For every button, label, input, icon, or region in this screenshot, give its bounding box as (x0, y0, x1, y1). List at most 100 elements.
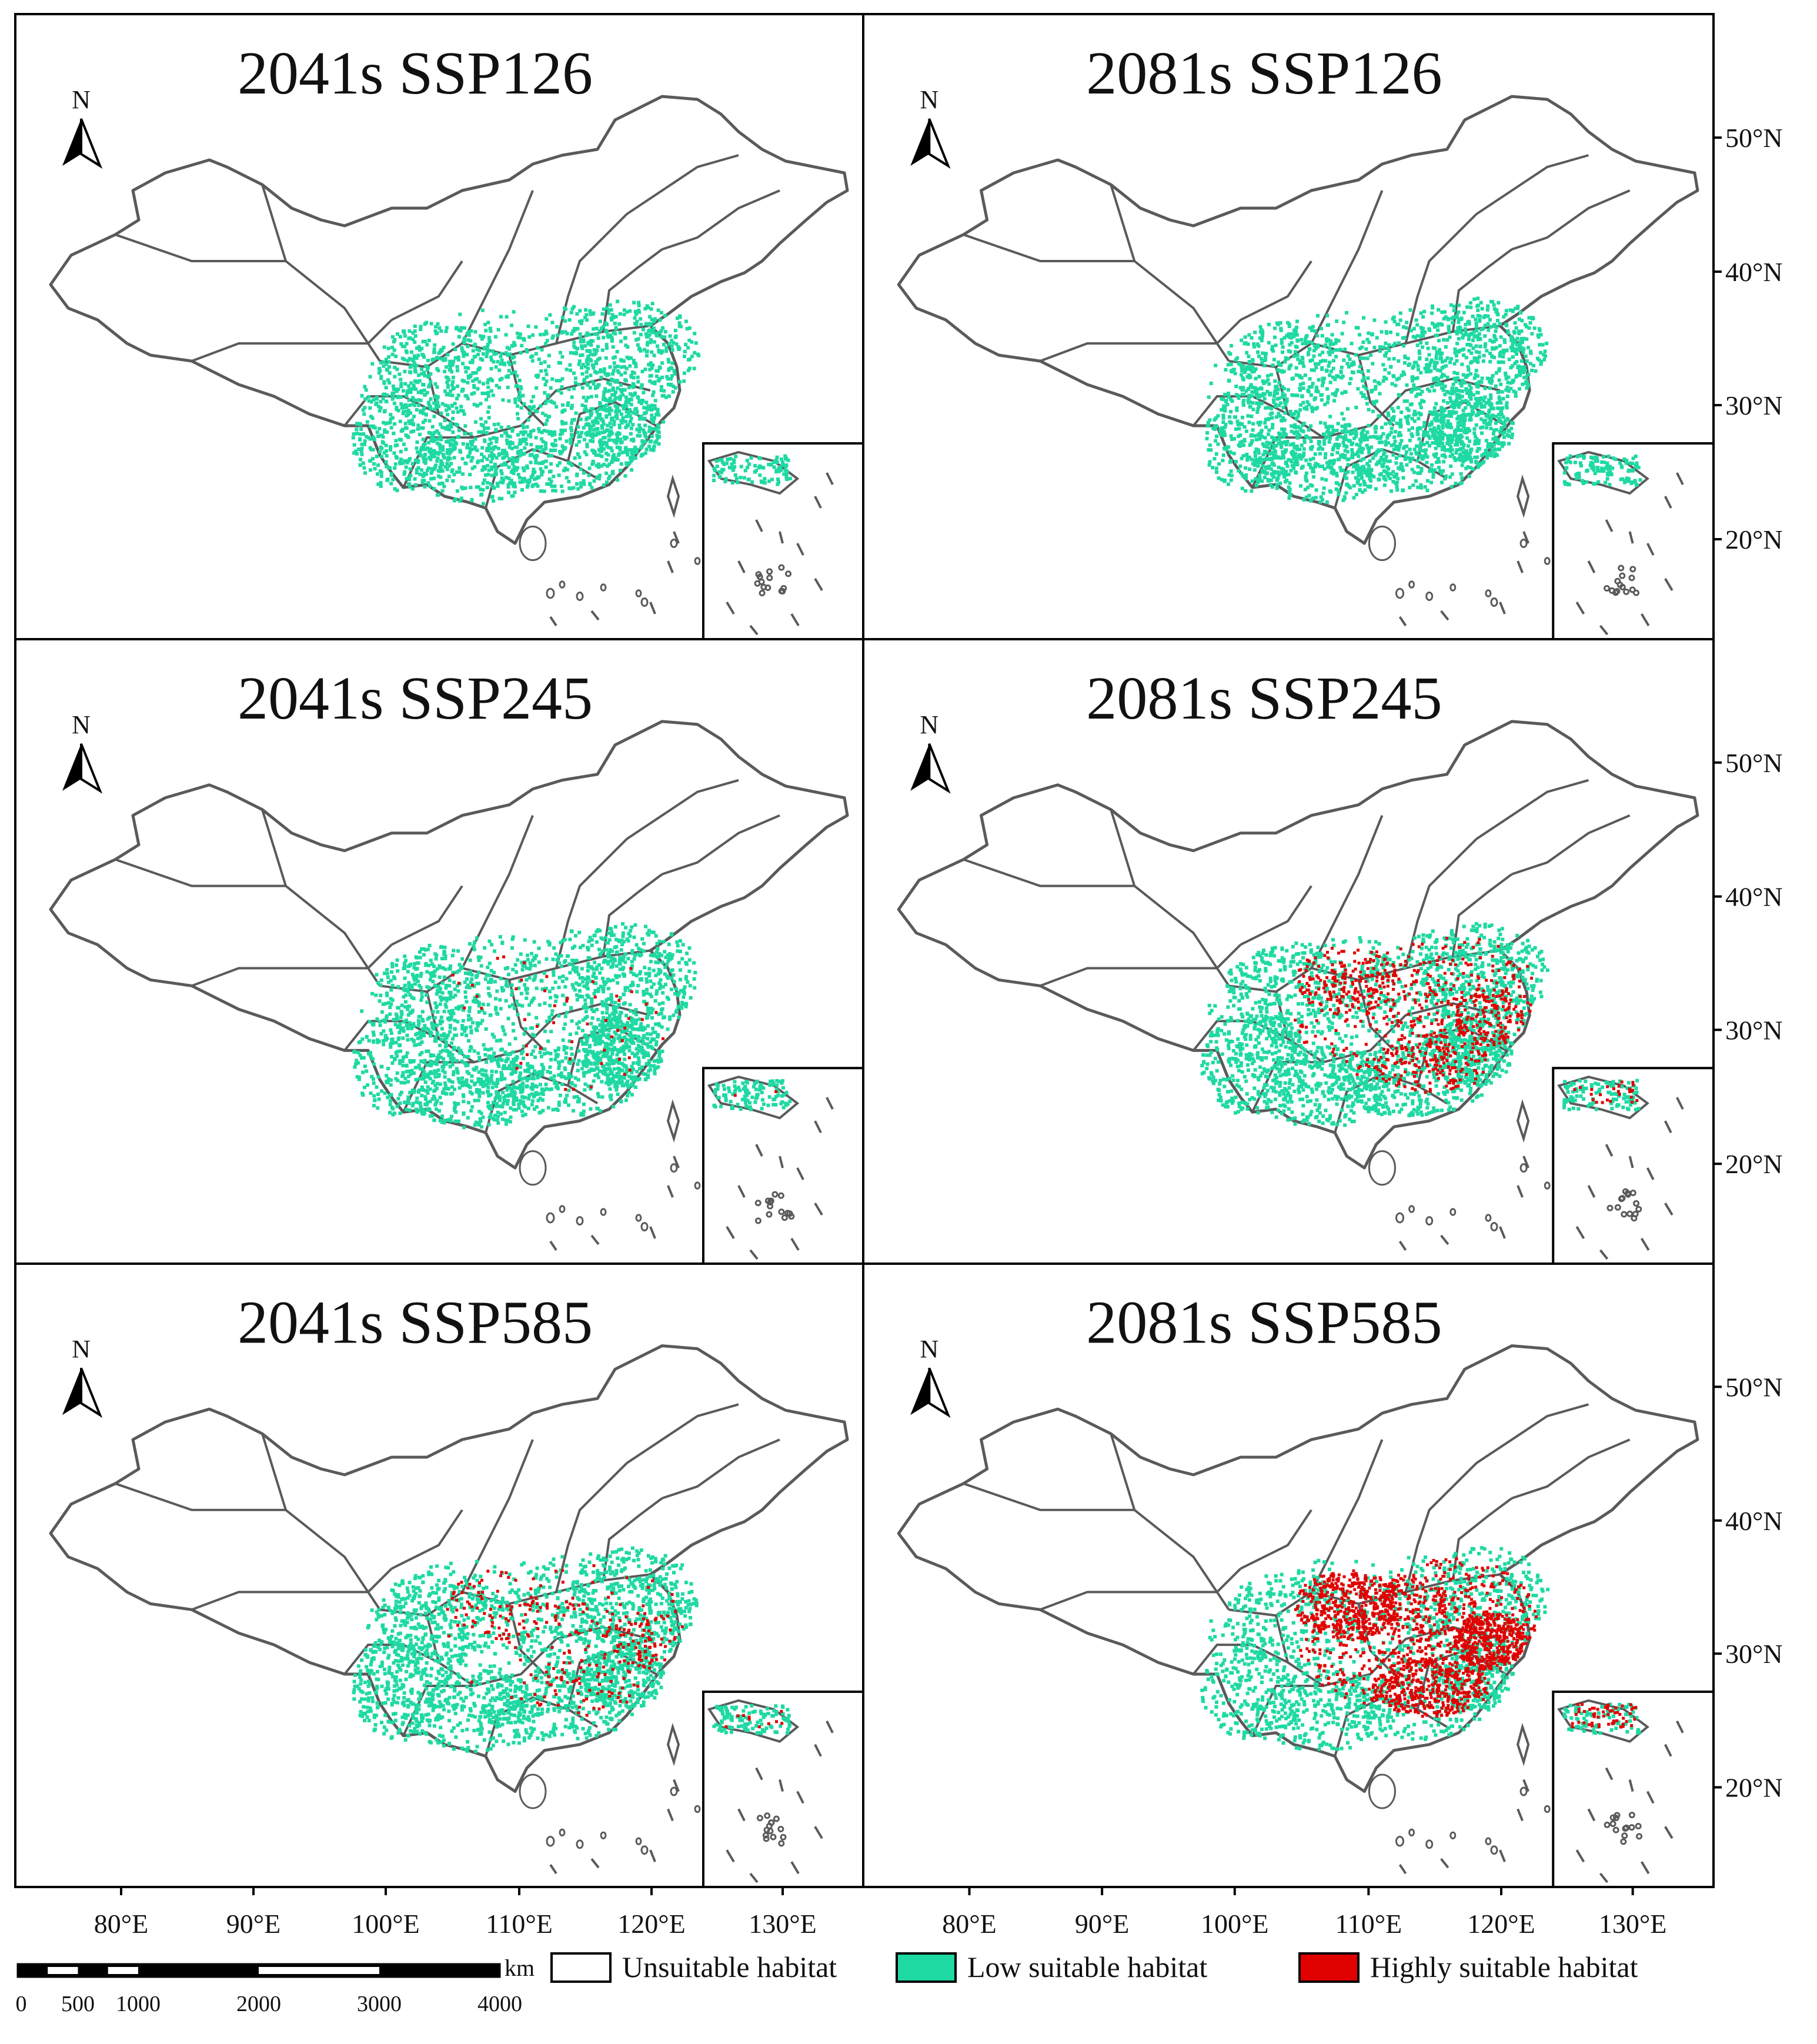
low-suitable-pixel (1277, 473, 1281, 477)
low-suitable-pixel (641, 442, 645, 446)
low-suitable-pixel (1423, 330, 1427, 334)
low-suitable-pixel (466, 380, 470, 385)
low-suitable-pixel (1250, 394, 1254, 398)
low-suitable-pixel (1464, 356, 1468, 360)
low-suitable-pixel (1482, 420, 1487, 425)
low-suitable-pixel (1503, 340, 1507, 344)
low-suitable-pixel (1494, 384, 1498, 388)
low-suitable-pixel (604, 409, 608, 413)
low-suitable-pixel (1397, 433, 1401, 437)
low-suitable-pixel (575, 312, 579, 316)
low-suitable-pixel (1454, 439, 1458, 443)
low-suitable-pixel (687, 338, 692, 342)
low-suitable-pixel (1304, 471, 1308, 475)
low-suitable-pixel (1422, 442, 1426, 446)
low-suitable-pixel (1401, 336, 1405, 340)
low-suitable-pixel (1275, 391, 1280, 395)
low-suitable-pixel (535, 453, 539, 457)
low-suitable-pixel (591, 407, 595, 411)
low-suitable-pixel (1214, 466, 1218, 470)
low-suitable-pixel (534, 460, 538, 465)
low-suitable-pixel (642, 430, 646, 435)
low-suitable-pixel (630, 457, 634, 462)
low-suitable-pixel (452, 456, 456, 460)
low-suitable-pixel (541, 439, 545, 443)
low-suitable-pixel (1296, 455, 1300, 459)
low-suitable-pixel (563, 428, 567, 432)
low-suitable-pixel (1339, 370, 1343, 375)
province-boundary (115, 233, 286, 262)
low-suitable-pixel (1261, 379, 1265, 383)
low-suitable-pixel (1358, 356, 1362, 360)
low-suitable-pixel (1357, 333, 1362, 337)
low-suitable-pixel (415, 346, 419, 350)
low-suitable-pixel (657, 442, 661, 446)
boundary-dash (549, 616, 557, 627)
low-suitable-pixel (1236, 423, 1240, 427)
low-suitable-pixel (1301, 423, 1305, 427)
low-suitable-pixel (553, 438, 557, 442)
low-suitable-pixel (1274, 444, 1278, 448)
low-suitable-pixel (495, 482, 499, 486)
low-suitable-pixel (1261, 457, 1265, 462)
low-suitable-pixel (1492, 447, 1497, 451)
low-suitable-pixel (1324, 359, 1328, 363)
low-suitable-pixel (594, 463, 599, 467)
low-suitable-pixel (517, 390, 522, 395)
low-suitable-pixel (1320, 366, 1324, 370)
low-suitable-pixel (1485, 452, 1489, 456)
low-suitable-pixel (510, 371, 514, 375)
low-suitable-pixel (653, 404, 657, 408)
low-suitable-pixel (634, 450, 639, 455)
low-suitable-pixel (1224, 447, 1228, 452)
low-suitable-pixel (1330, 333, 1334, 337)
low-suitable-pixel (1506, 329, 1510, 333)
low-suitable-pixel (1318, 420, 1323, 425)
low-suitable-pixel (1509, 435, 1514, 439)
low-suitable-pixel (1387, 413, 1391, 418)
low-suitable-pixel (1311, 325, 1315, 329)
low-suitable-pixel (1330, 466, 1334, 470)
low-suitable-pixel (1402, 344, 1406, 348)
low-suitable-pixel (1290, 450, 1294, 455)
low-suitable-pixel (580, 430, 584, 435)
low-suitable-pixel (1495, 311, 1499, 315)
low-suitable-pixel (433, 343, 437, 347)
low-suitable-pixel (433, 329, 437, 333)
low-suitable-pixel (602, 408, 606, 412)
low-suitable-pixel (1425, 441, 1429, 445)
low-suitable-pixel (1358, 468, 1362, 472)
low-suitable-pixel (1409, 390, 1414, 394)
low-suitable-pixel (1208, 418, 1212, 422)
low-suitable-pixel (1262, 363, 1267, 368)
low-suitable-pixel (1336, 348, 1340, 352)
low-suitable-pixel (1463, 427, 1467, 431)
low-suitable-pixel (588, 358, 592, 362)
low-suitable-pixel (1473, 455, 1477, 459)
low-suitable-pixel (624, 395, 628, 399)
low-suitable-pixel (597, 473, 602, 477)
low-suitable-pixel (560, 431, 565, 435)
low-suitable-pixel (1520, 340, 1524, 344)
low-suitable-pixel (1575, 455, 1579, 459)
low-suitable-pixel (1605, 465, 1609, 469)
low-suitable-pixel (1244, 429, 1248, 433)
low-suitable-pixel (1255, 410, 1260, 414)
low-suitable-pixel (1599, 466, 1604, 470)
low-suitable-pixel (563, 446, 567, 450)
low-suitable-pixel (1469, 343, 1473, 348)
low-suitable-pixel (450, 468, 455, 472)
low-suitable-pixel (647, 363, 652, 367)
low-suitable-pixel (1247, 360, 1251, 364)
low-suitable-pixel (1515, 336, 1519, 340)
low-suitable-pixel (729, 457, 733, 461)
low-suitable-pixel (1472, 376, 1477, 380)
low-suitable-pixel (1230, 437, 1234, 442)
low-suitable-pixel (659, 350, 663, 354)
low-suitable-pixel (626, 398, 630, 402)
low-suitable-pixel (1415, 334, 1419, 338)
low-suitable-pixel (475, 404, 479, 408)
low-suitable-pixel (604, 443, 609, 447)
low-suitable-pixel (628, 309, 632, 313)
low-suitable-pixel (1449, 440, 1454, 444)
